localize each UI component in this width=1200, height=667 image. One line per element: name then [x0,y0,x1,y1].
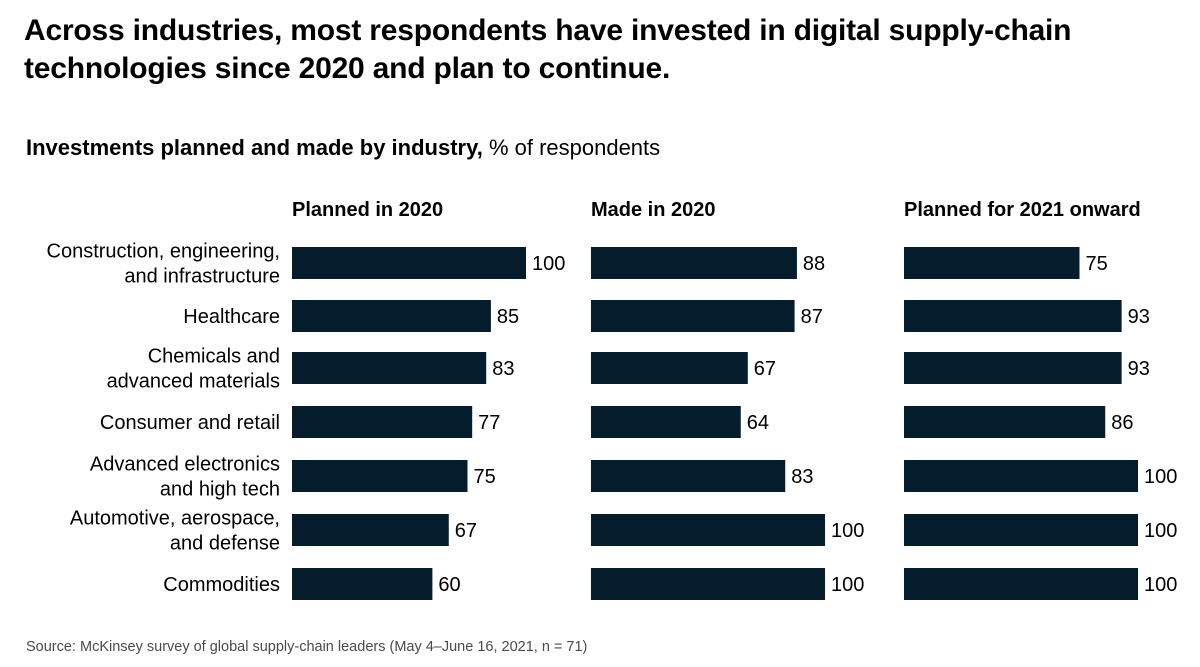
bar [904,514,1138,546]
bar-value-label: 67 [754,358,776,380]
bar [591,300,795,332]
bar-value-label: 77 [478,412,500,434]
bar [292,406,473,438]
chart-subtitle: Investments planned and made by industry… [26,134,660,162]
series-title: Planned for 2021 onward [904,199,1141,221]
bar-value-label: 100 [1144,574,1177,596]
bar [591,352,748,384]
bar [292,247,526,279]
bar [904,406,1106,438]
bar-value-label: 85 [497,306,519,328]
bar [292,352,487,384]
bar [904,247,1080,279]
category-label: Commodities [163,574,280,596]
bar-value-label: 100 [532,253,565,275]
bar-value-label: 75 [474,466,496,488]
series-title: Made in 2020 [591,199,716,221]
bar-value-label: 86 [1111,412,1133,434]
category-label: Healthcare [183,306,280,328]
bar [591,406,741,438]
category-label: Construction, engineering, and infrastruc… [47,241,280,288]
source-note: Source: McKinsey survey of global supply… [26,639,588,655]
bar-value-label: 100 [1144,520,1177,542]
bar-value-label: 64 [747,412,769,434]
bar-value-label: 67 [455,520,477,542]
bar [292,514,449,546]
bar [591,514,825,546]
bar [591,568,825,600]
bar-value-label: 83 [492,358,514,380]
bar-value-label: 60 [438,574,460,596]
subtitle-unit: % of respondents [488,135,661,160]
category-label: Advanced electronics and high tech [90,454,280,501]
bar-value-label: 100 [1144,466,1177,488]
category-label: Chemicals and advanced materials [107,346,280,393]
bar-value-label: 88 [803,253,825,275]
bar [292,300,491,332]
bar [904,568,1138,600]
series-title: Planned in 2020 [292,199,443,221]
bar-value-label: 75 [1086,253,1108,275]
bar-value-label: 83 [791,466,813,488]
category-label: Automotive, aerospace, and defense [70,508,280,555]
bar [904,352,1122,384]
bar-value-label: 93 [1128,358,1150,380]
bar [904,300,1122,332]
bar [591,247,797,279]
bar-value-label: 100 [831,520,864,542]
subtitle-title: Investments planned and made by industry… [26,135,483,160]
chart-headline: Across industries, most respondents have… [24,14,1072,85]
bar [904,460,1138,492]
category-label: Consumer and retail [100,412,280,434]
bar [292,460,468,492]
bar [591,460,786,492]
bar-value-label: 100 [831,574,864,596]
bar-value-label: 87 [801,306,823,328]
bar [292,568,433,600]
bar-value-label: 93 [1128,306,1150,328]
